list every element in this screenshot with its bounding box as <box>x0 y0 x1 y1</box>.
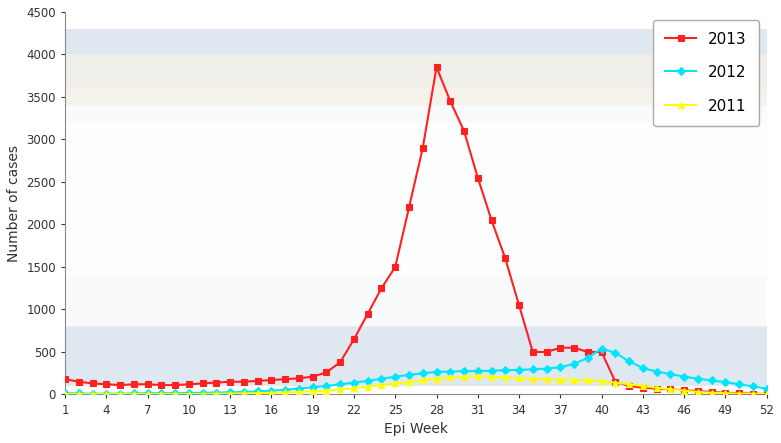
Line: 2011: 2011 <box>62 373 770 397</box>
2013 <box>721 390 730 396</box>
2011 <box>762 391 772 396</box>
2013 <box>528 350 537 355</box>
2011 <box>308 389 317 394</box>
FancyBboxPatch shape <box>0 122 781 276</box>
2011 <box>116 391 125 396</box>
2012 <box>501 368 510 373</box>
2013 <box>501 256 510 261</box>
2013 <box>432 65 441 70</box>
Circle shape <box>0 89 781 326</box>
2013 <box>390 264 400 270</box>
2012 <box>446 369 455 374</box>
Line: 2012: 2012 <box>62 346 769 396</box>
2012 <box>129 391 138 396</box>
2011 <box>721 391 730 396</box>
2013 <box>762 391 772 396</box>
2012 <box>405 372 414 377</box>
2013 <box>116 382 125 388</box>
2013 <box>308 374 317 379</box>
X-axis label: Epi Week: Epi Week <box>384 422 448 436</box>
2012 <box>597 346 606 351</box>
2011 <box>390 381 400 386</box>
2012 <box>60 391 70 396</box>
Wedge shape <box>505 53 781 362</box>
Legend: 2013, 2012, 2011: 2013, 2012, 2011 <box>653 19 759 126</box>
2011 <box>473 373 483 379</box>
2012 <box>88 391 98 396</box>
2011 <box>501 375 510 380</box>
Ellipse shape <box>0 54 781 105</box>
Circle shape <box>0 29 781 386</box>
2011 <box>60 391 70 396</box>
2013 <box>60 377 70 382</box>
2012 <box>528 367 537 372</box>
2012 <box>322 383 331 389</box>
2011 <box>528 376 537 381</box>
Line: 2013: 2013 <box>62 64 770 397</box>
2012 <box>762 386 772 391</box>
Y-axis label: Number of cases: Number of cases <box>7 145 21 262</box>
